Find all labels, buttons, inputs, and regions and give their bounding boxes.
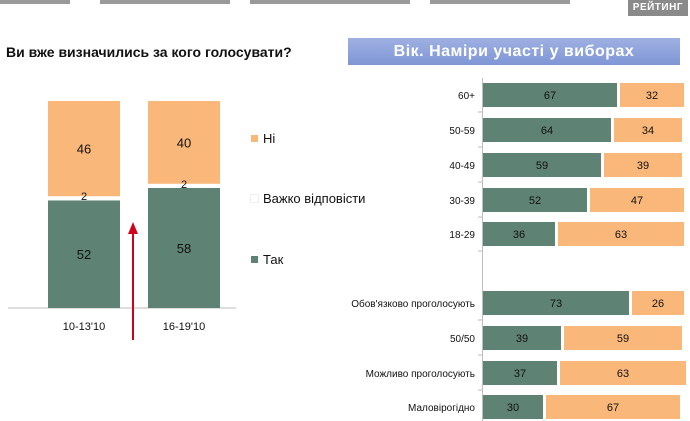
bar-no	[48, 101, 120, 197]
bar-segment-green	[483, 153, 601, 177]
data-label-hard-to-say: 2	[181, 179, 187, 191]
y-tick-label: 50/50	[450, 334, 475, 345]
bar-hard-to-say	[48, 196, 120, 201]
bar-segment-orange	[632, 291, 684, 315]
bar-yes	[48, 200, 120, 308]
top-bar-decoration	[100, 0, 230, 4]
data-label-green: 59	[536, 160, 548, 172]
rating-badge: РЕЙТИНГ	[627, 0, 688, 16]
bar-segment-orange	[546, 395, 680, 419]
bar-segment-orange	[604, 153, 682, 177]
data-label-green: 36	[513, 229, 525, 241]
data-label-no: 40	[177, 135, 191, 150]
bar-segment-orange	[560, 361, 686, 385]
data-label-orange: 39	[637, 160, 649, 172]
y-tick-label: Маловірогідно	[408, 403, 475, 414]
bar-segment-orange	[590, 188, 684, 212]
left-chart-title: Ви вже визначились за кого голосувати?	[6, 44, 292, 60]
data-label-green: 52	[529, 195, 541, 207]
data-label-orange: 47	[631, 195, 643, 207]
bar-yes	[148, 187, 220, 308]
bar-segment-green	[483, 361, 557, 385]
bar-hard-to-say	[148, 183, 220, 188]
data-label-orange: 26	[652, 298, 664, 310]
data-label-green: 37	[514, 368, 526, 380]
legend-label: Важко відповісти	[263, 191, 366, 206]
y-tick-label: 50-59	[449, 126, 475, 137]
data-label-green: 30	[507, 402, 519, 414]
legend-label: Так	[263, 252, 284, 267]
bar-segment-green	[483, 222, 555, 246]
data-label-orange: 32	[646, 90, 658, 102]
bar-segment-orange	[564, 326, 682, 350]
data-label-orange: 63	[617, 368, 629, 380]
y-tick-label: 18-29	[449, 230, 475, 241]
data-label-green: 39	[516, 333, 528, 345]
top-bar-decoration	[0, 0, 70, 4]
bar-no	[148, 101, 220, 184]
data-label-orange: 34	[642, 125, 654, 137]
bar-segment-green	[483, 395, 543, 419]
data-label-orange: 67	[607, 402, 619, 414]
bar-segment-green	[483, 188, 587, 212]
y-tick-label: 60+	[458, 91, 475, 102]
y-tick-label: Можливо проголосують	[366, 369, 475, 380]
bar-segment-green	[483, 291, 629, 315]
data-label-no: 46	[77, 142, 91, 157]
data-label-green: 67	[544, 90, 556, 102]
y-tick-label: 30-39	[449, 196, 475, 207]
bar-segment-green	[483, 326, 561, 350]
bar-segment-green	[483, 118, 611, 142]
data-label-orange: 63	[615, 229, 627, 241]
top-bar-decoration	[250, 0, 410, 4]
bar-segment-orange	[558, 222, 684, 246]
data-label-orange: 59	[617, 333, 629, 345]
x-tick-label: 10-13'10	[63, 321, 105, 333]
data-label-yes: 58	[177, 241, 191, 256]
bar-segment-orange	[620, 83, 684, 107]
data-label-hard-to-say: 2	[81, 191, 87, 203]
data-label-green: 64	[541, 125, 553, 137]
top-bar: РЕЙТИНГ	[0, 0, 690, 16]
legend-swatch	[251, 256, 258, 263]
legend-swatch	[251, 135, 258, 142]
right-chart-title: Вік. Наміри участі у виборах	[348, 38, 680, 65]
y-tick-label: Обов'язково проголосують	[351, 298, 475, 310]
y-tick-label: 40-49	[449, 161, 475, 172]
bar-segment-green	[483, 83, 617, 107]
legend-swatch	[251, 195, 258, 202]
bar-segment-orange	[614, 118, 682, 142]
trend-arrow-head	[128, 222, 138, 234]
data-label-green: 73	[550, 298, 562, 310]
top-bar-decoration	[430, 0, 570, 4]
data-label-yes: 52	[77, 247, 91, 262]
legend-label: Ні	[263, 131, 276, 146]
x-tick-label: 16-19'10	[163, 321, 205, 333]
